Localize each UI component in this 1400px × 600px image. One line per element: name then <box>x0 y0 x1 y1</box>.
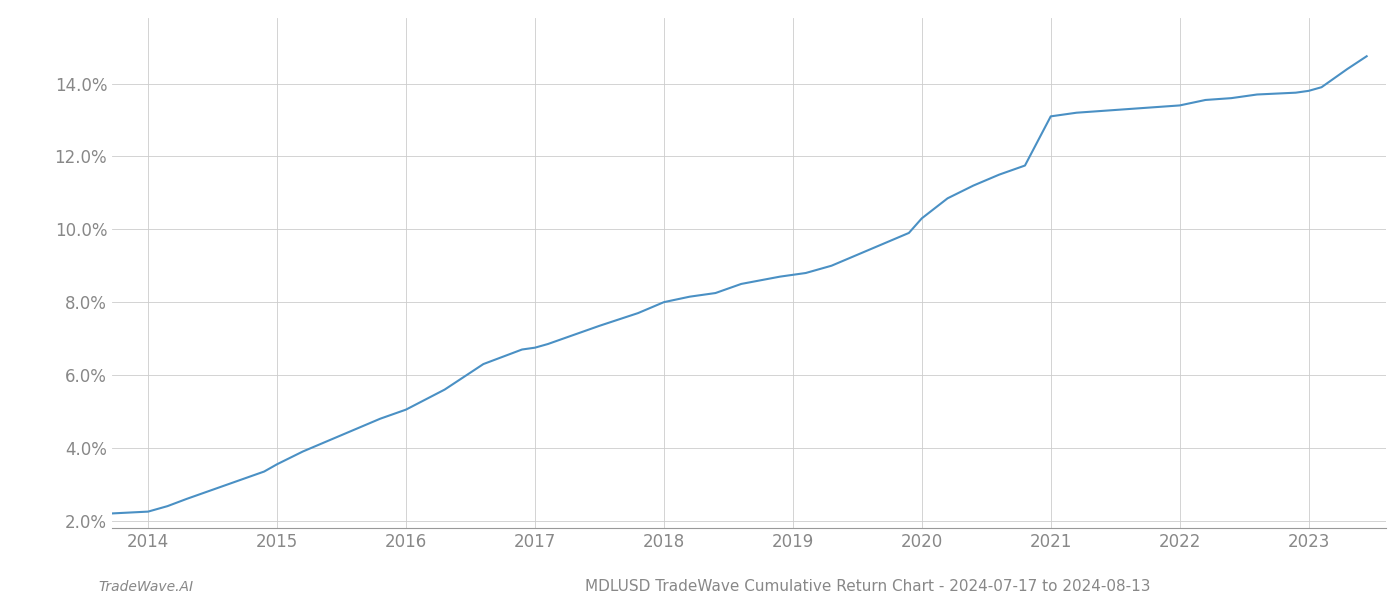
Text: TradeWave.AI: TradeWave.AI <box>98 580 193 594</box>
Text: MDLUSD TradeWave Cumulative Return Chart - 2024-07-17 to 2024-08-13: MDLUSD TradeWave Cumulative Return Chart… <box>585 579 1151 594</box>
